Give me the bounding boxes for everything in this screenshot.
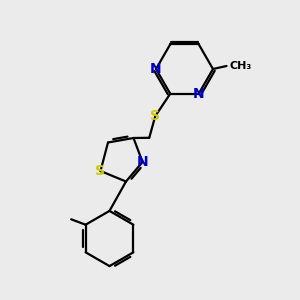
Text: S: S [150,109,160,123]
Text: N: N [137,155,148,169]
Text: S: S [95,164,106,178]
Text: N: N [193,87,205,101]
Text: CH₃: CH₃ [230,61,252,71]
Text: N: N [150,62,162,76]
